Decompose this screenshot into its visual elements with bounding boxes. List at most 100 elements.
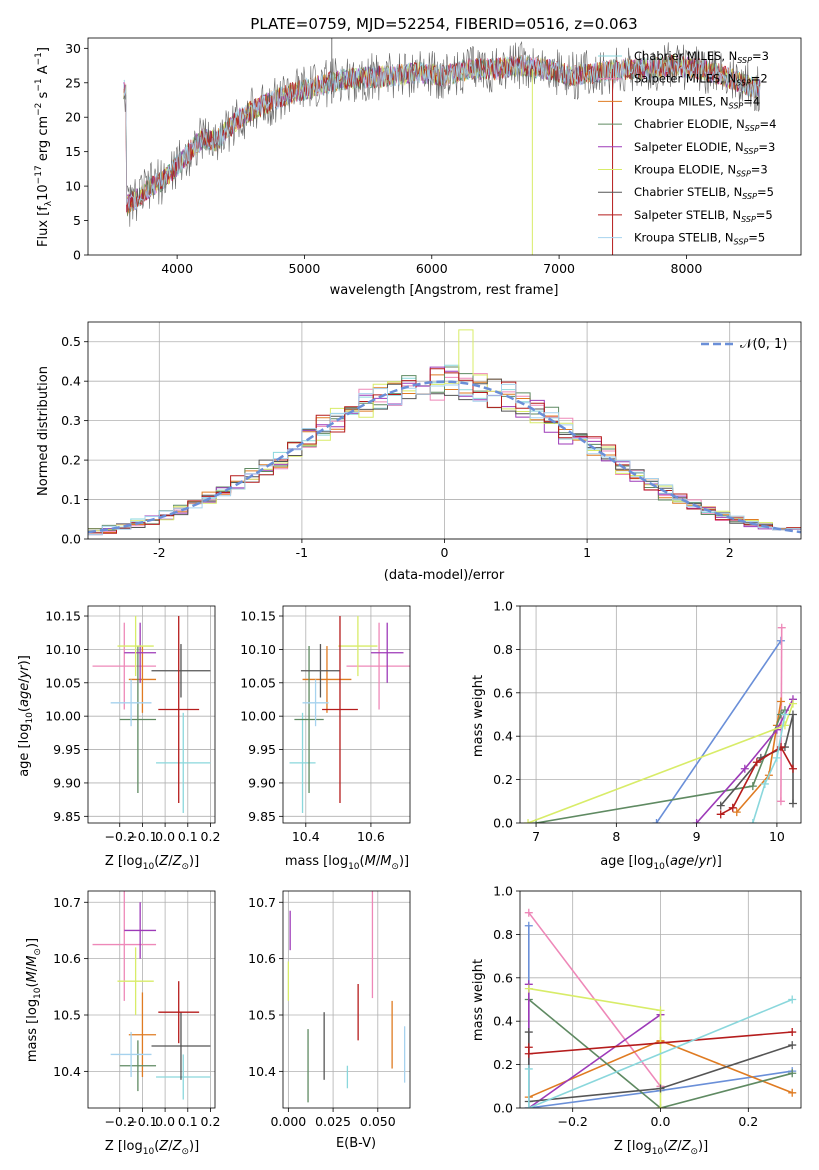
weight-marker [524, 921, 533, 930]
z-weight-lines [524, 908, 797, 1108]
age-mass-xtick-label: 10.6 [357, 829, 385, 844]
age-z-xtick-label: 0.0 [155, 829, 175, 844]
residual-ytick-label: 0.3 [61, 413, 81, 428]
mass-z-ytick-label: 10.5 [53, 1008, 81, 1023]
weight-marker [772, 753, 781, 762]
weight-marker [652, 819, 661, 823]
ebv-xlabel: E(B-V) [336, 1136, 376, 1151]
residual-xtick-label: -1 [296, 545, 308, 560]
age-weight-ytick-label: 1.0 [493, 599, 513, 614]
weight-marker [524, 984, 533, 993]
mass-z-ylabel: mass [log10(M/M⊙)] [25, 938, 43, 1062]
residual-ytick-label: 0.2 [61, 453, 81, 468]
weight-marker [788, 995, 797, 1004]
age-mass-xlabel: mass [log10(M/M⊙)] [285, 854, 409, 872]
spectrum-ytick-label: 15 [65, 144, 81, 159]
legend-entry: Kroupa STELIB, NSSP=5 [634, 231, 765, 247]
weight-marker [716, 810, 725, 819]
spectrum-legend: Chabrier MILES, NSSP=3 Salpeter MILES, NS… [598, 49, 776, 247]
residual-ylabel: Normed distribution [36, 366, 51, 496]
weight-marker [776, 797, 785, 806]
weight-marker [524, 819, 533, 823]
residual-frame [87, 321, 802, 540]
age-mass-frame [282, 605, 411, 824]
mass-ebv-xtick-label: 0.000 [270, 1114, 306, 1129]
age-z-ytick-label: 10.00 [45, 709, 81, 724]
weight-marker [788, 1069, 797, 1078]
spectrum-ytick-label: 0 [73, 248, 81, 263]
mass-z-xtick-label: 0.2 [201, 1114, 221, 1129]
age-z-xtick-label: −0.1 [127, 829, 157, 844]
age-weight-lines [524, 623, 797, 823]
weight-marker [728, 803, 737, 812]
residual-legend-label: 𝒩(0, 1) [740, 337, 787, 352]
z-weight-ytick-label: 0.2 [493, 1057, 513, 1072]
mass-z-ytick-label: 10.7 [53, 895, 81, 910]
residual-xtick-label: 2 [726, 545, 734, 560]
weight-line [752, 714, 786, 823]
weight-marker [777, 623, 786, 632]
age-mass-ytick-label: 9.85 [248, 809, 276, 824]
age-weight-ytick-label: 0.0 [493, 816, 513, 831]
age-weight-ytick-label: 0.8 [493, 642, 513, 657]
spectrum-ytick-label: 30 [65, 41, 81, 56]
weight-marker [524, 908, 533, 917]
residual-ytick-label: 0.5 [61, 334, 81, 349]
weight-marker [524, 1049, 533, 1058]
weight-marker [748, 819, 757, 823]
z-weight-ytick-label: 0.6 [493, 970, 513, 985]
age-z-ylabel: age [log10(age/yr)] [17, 655, 35, 777]
legend-entry: Chabrier STELIB, NSSP=5 [634, 185, 774, 201]
spectrum-frame [87, 37, 802, 256]
weight-marker [656, 1104, 665, 1108]
normal-curve [88, 380, 801, 534]
age-z-xtick-label: 0.2 [201, 829, 221, 844]
residual-ytick-label: 0.4 [61, 374, 81, 389]
histogram-series [88, 378, 801, 534]
age-weight-ytick-label: 0.6 [493, 685, 513, 700]
age-mass-ytick-label: 10.10 [240, 642, 276, 657]
age-z-ytick-label: 9.90 [53, 775, 81, 790]
age-weight-axes: 7 8 9 10 0.0 0.2 0.4 0.6 0.8 1.0 [493, 599, 801, 844]
weight-marker [748, 782, 757, 791]
mass-ebv-crosses [287, 891, 406, 1103]
mass-ebv-ytick-label: 10.5 [248, 1008, 276, 1023]
age-weight-xtick-label: 8 [612, 829, 620, 844]
weight-marker [760, 779, 769, 788]
weight-marker [788, 710, 797, 719]
age-mass-ytick-label: 10.00 [240, 709, 276, 724]
age-z-axes: −0.2−0.10.0 0.1 0.2 9.85 9.90 9.95 10.00 10.05 1… [45, 606, 220, 844]
residual-ytick-label: 0.1 [61, 492, 81, 507]
weight-marker [524, 1104, 533, 1108]
weight-line [527, 703, 794, 823]
mass-z-ytick-label: 10.4 [53, 1064, 81, 1079]
residual-xtick-label: 0 [441, 545, 449, 560]
age-mass-ytick-label: 10.15 [240, 609, 276, 624]
residual-xtick-label: 1 [583, 545, 591, 560]
weight-marker [788, 1088, 797, 1097]
zweight-ylabel: mass weight [471, 959, 486, 1041]
age-mass-axes: 10.4 10.6 9.85 9.90 9.95 10.00 10.05 10.10 10.15 [240, 606, 410, 844]
residual-axes: -2 -1 0 1 2 0.0 0.1 0.2 0.3 0.4 0.5 [61, 322, 801, 560]
weight-marker [656, 1006, 665, 1015]
age-z-ytick-label: 10.15 [45, 609, 81, 624]
weight-marker [776, 697, 785, 706]
z-weight-ytick-label: 0.4 [493, 1014, 513, 1029]
z-weight-xtick-label: −0.2 [558, 1114, 588, 1129]
weight-marker [692, 819, 701, 823]
age-z-ytick-label: 10.10 [45, 642, 81, 657]
age-weight-ytick-label: 0.4 [493, 729, 513, 744]
weight-marker [780, 710, 789, 719]
legend-entry: Kroupa MILES, NSSP=4 [634, 94, 760, 110]
weight-marker [716, 801, 725, 810]
age-z-ytick-label: 9.85 [53, 809, 81, 824]
spectrum-xtick-label: 8000 [671, 261, 703, 276]
age-weight-xtick-label: 7 [532, 829, 540, 844]
mass-ebv-ytick-label: 10.4 [248, 1064, 276, 1079]
histogram-series [88, 368, 801, 534]
spectrum-ytick-label: 20 [65, 110, 81, 125]
mass-z-ytick-label: 10.6 [53, 951, 81, 966]
histogram-series [88, 329, 801, 532]
mass-z-axes: −0.2−0.10.0 0.1 0.2 10.4 10.5 10.6 10.7 [53, 891, 220, 1129]
residual-xtick-label: -2 [153, 545, 165, 560]
